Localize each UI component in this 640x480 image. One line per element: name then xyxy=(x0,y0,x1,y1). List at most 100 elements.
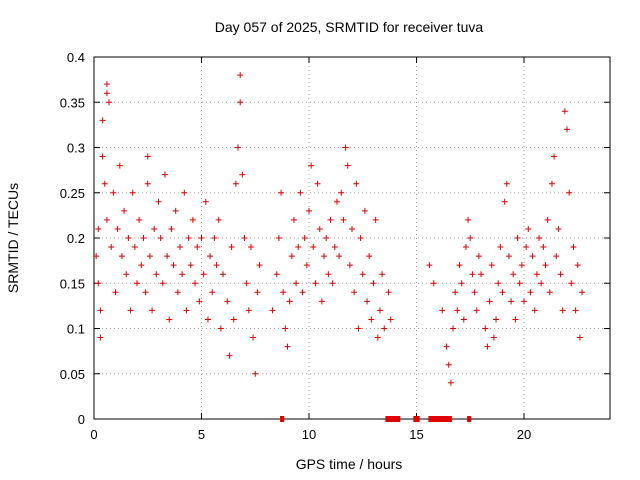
data-point xyxy=(443,343,450,350)
data-point xyxy=(192,280,199,287)
data-point xyxy=(198,235,205,241)
zero-value-points xyxy=(385,416,401,422)
data-point xyxy=(523,244,530,251)
data-point xyxy=(486,298,493,305)
data-point xyxy=(314,180,321,187)
data-point xyxy=(381,325,388,332)
data-point xyxy=(209,289,216,296)
data-point xyxy=(445,361,452,368)
data-point xyxy=(527,289,534,296)
data-point xyxy=(157,235,164,241)
data-point xyxy=(559,307,566,314)
data-point xyxy=(254,289,261,296)
data-point xyxy=(450,325,457,332)
data-point xyxy=(196,298,203,305)
data-point xyxy=(226,352,233,359)
x-tick-label: 5 xyxy=(198,427,205,442)
data-point xyxy=(576,334,583,341)
data-point xyxy=(566,189,573,196)
data-point xyxy=(501,198,508,205)
data-point xyxy=(95,280,102,287)
data-point xyxy=(505,253,512,260)
data-point xyxy=(179,271,186,278)
data-point xyxy=(282,325,289,332)
data-point xyxy=(499,289,506,296)
data-point xyxy=(241,235,248,241)
data-point xyxy=(151,225,158,232)
data-point xyxy=(564,126,570,133)
data-point xyxy=(467,235,474,241)
data-point xyxy=(447,379,454,386)
data-point xyxy=(131,244,138,251)
y-tick-label: 0.15 xyxy=(60,276,85,291)
data-point xyxy=(301,235,308,241)
data-point xyxy=(278,189,285,196)
data-point xyxy=(144,180,151,187)
data-point xyxy=(329,280,336,287)
data-point xyxy=(136,216,143,223)
data-point xyxy=(544,216,551,223)
data-point xyxy=(247,244,254,251)
plot-frame xyxy=(93,56,611,420)
data-point xyxy=(230,316,237,323)
data-point xyxy=(134,280,140,287)
data-point xyxy=(555,225,562,232)
data-point xyxy=(357,235,364,241)
data-point xyxy=(211,235,218,241)
data-point xyxy=(172,207,179,214)
data-point xyxy=(359,271,366,278)
data-point xyxy=(540,244,547,251)
data-point xyxy=(149,307,156,314)
data-point xyxy=(548,180,555,187)
data-point xyxy=(518,262,525,269)
data-point xyxy=(303,262,310,269)
data-point xyxy=(473,307,480,314)
y-tick-label: 0.2 xyxy=(67,231,85,246)
data-point xyxy=(366,253,373,260)
data-points xyxy=(93,72,586,422)
data-point xyxy=(533,271,540,278)
data-point xyxy=(331,244,338,251)
data-point xyxy=(181,189,188,196)
data-point xyxy=(368,316,375,323)
data-point xyxy=(239,171,246,178)
data-point xyxy=(364,298,371,305)
data-point xyxy=(224,298,231,305)
data-point xyxy=(275,235,282,241)
data-point xyxy=(161,171,168,178)
data-point xyxy=(316,225,323,232)
data-point xyxy=(318,298,325,305)
axis-ticks: 0 0.05 0.1 0.15 0.2 0.25 0.3 0.35 0.4 0 5 10 15 20 xyxy=(60,50,610,442)
data-point xyxy=(372,216,379,223)
data-point xyxy=(204,316,211,323)
data-point xyxy=(99,153,106,160)
data-point xyxy=(536,235,543,241)
data-point xyxy=(462,244,469,251)
data-point xyxy=(557,271,564,278)
zero-value-points xyxy=(467,416,472,422)
data-point xyxy=(269,307,276,314)
data-point xyxy=(215,216,222,223)
data-point xyxy=(142,289,149,296)
grid-lines xyxy=(94,57,610,419)
data-point xyxy=(321,253,328,260)
x-tick-label: 10 xyxy=(302,427,316,442)
y-tick-label: 0.05 xyxy=(60,367,85,382)
data-point xyxy=(166,316,173,323)
data-point xyxy=(153,271,160,278)
data-point xyxy=(456,262,463,269)
data-point xyxy=(146,253,153,260)
data-point xyxy=(310,244,317,251)
data-point xyxy=(295,244,302,251)
data-point xyxy=(493,316,500,323)
data-point xyxy=(426,262,433,269)
data-point xyxy=(346,262,353,269)
y-tick-label: 0 xyxy=(78,412,85,427)
data-point xyxy=(273,271,280,278)
zero-value-points xyxy=(280,416,285,422)
data-point xyxy=(574,262,581,269)
zero-value-points xyxy=(428,416,452,422)
data-point xyxy=(168,225,175,232)
data-point xyxy=(484,343,491,350)
